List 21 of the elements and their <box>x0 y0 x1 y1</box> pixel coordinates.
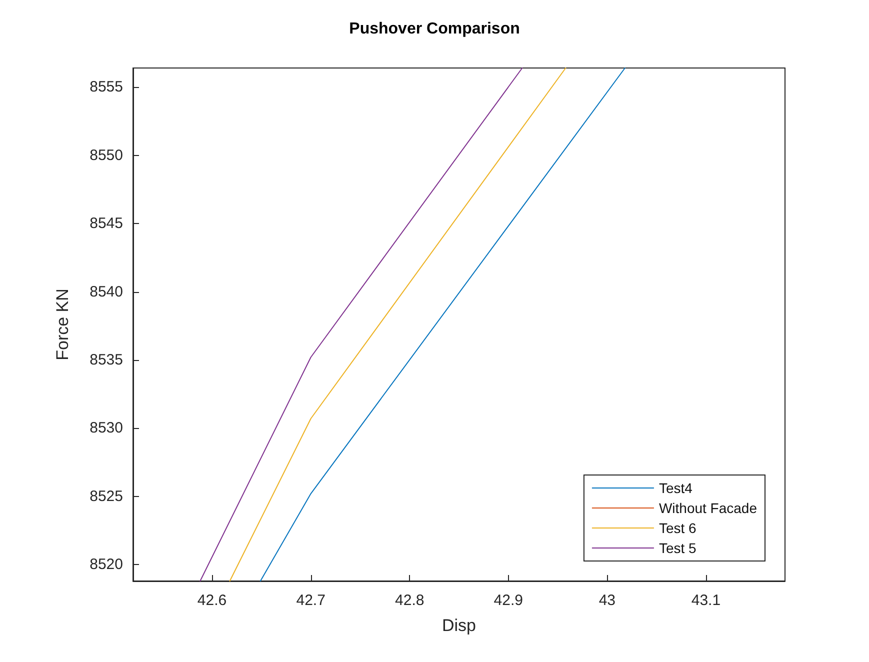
y-tick-label: 8545 <box>90 215 123 232</box>
y-tick-label: 8540 <box>90 283 123 300</box>
x-tick-label: 42.7 <box>296 592 326 609</box>
x-tick-label: 42.8 <box>395 592 424 609</box>
y-tick-label: 8525 <box>90 488 123 505</box>
legend-label: Without Facade <box>658 500 758 516</box>
y-tick-label: 8520 <box>90 556 123 574</box>
legend-label: Test 5 <box>658 540 697 556</box>
y-tick-label: 8555 <box>90 78 123 96</box>
y-tick-label: 8550 <box>90 146 123 164</box>
x-tick-label: 43.1 <box>691 592 721 609</box>
y-tick-label: 8535 <box>90 351 123 368</box>
x-axis-title: Disp <box>442 616 476 635</box>
chart-title: Pushover Comparison <box>349 20 520 38</box>
x-tick-label: 42.9 <box>494 592 523 609</box>
y-tick-label: 8530 <box>90 420 123 437</box>
x-tick-label: 42.6 <box>197 592 227 609</box>
x-tick-label: 43 <box>598 592 616 609</box>
legend-label: Test4 <box>658 480 693 496</box>
y-axis-title: Force KN <box>53 288 72 360</box>
legend-label: Test 6 <box>658 520 697 536</box>
